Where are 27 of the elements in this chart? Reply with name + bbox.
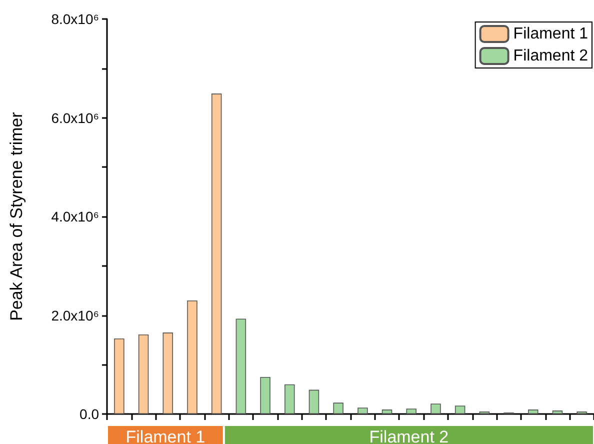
y-tick-label: 0.0 (80, 406, 100, 422)
bar (138, 334, 149, 414)
text: Filament 1 (126, 428, 206, 444)
bar (528, 410, 538, 414)
y-tick-label: 2.0x10⁶ (51, 307, 99, 324)
bar (114, 338, 124, 414)
bar (236, 318, 246, 414)
bar (454, 406, 466, 414)
bar (187, 300, 198, 414)
legend-label: Filament 2 (513, 48, 588, 64)
bar (284, 384, 295, 414)
bar (211, 94, 222, 414)
bar (358, 408, 368, 414)
y-axis-title: Peak Area of Styrene trimer (7, 112, 26, 321)
y-tick-label: 4.0x10⁶ (51, 208, 99, 224)
text: Filament 2 (369, 428, 449, 444)
bar (552, 410, 563, 414)
legend-label: Filament 1 (513, 26, 588, 42)
bar (260, 376, 270, 414)
bar (162, 332, 173, 414)
bar (382, 410, 392, 414)
bar (308, 390, 320, 414)
y-tick-label: 6.0x10⁶ (51, 110, 99, 126)
bar (406, 408, 416, 414)
bar (333, 402, 344, 414)
y-tick-label: 8.0x10⁶ (51, 11, 99, 27)
bar (430, 404, 441, 414)
